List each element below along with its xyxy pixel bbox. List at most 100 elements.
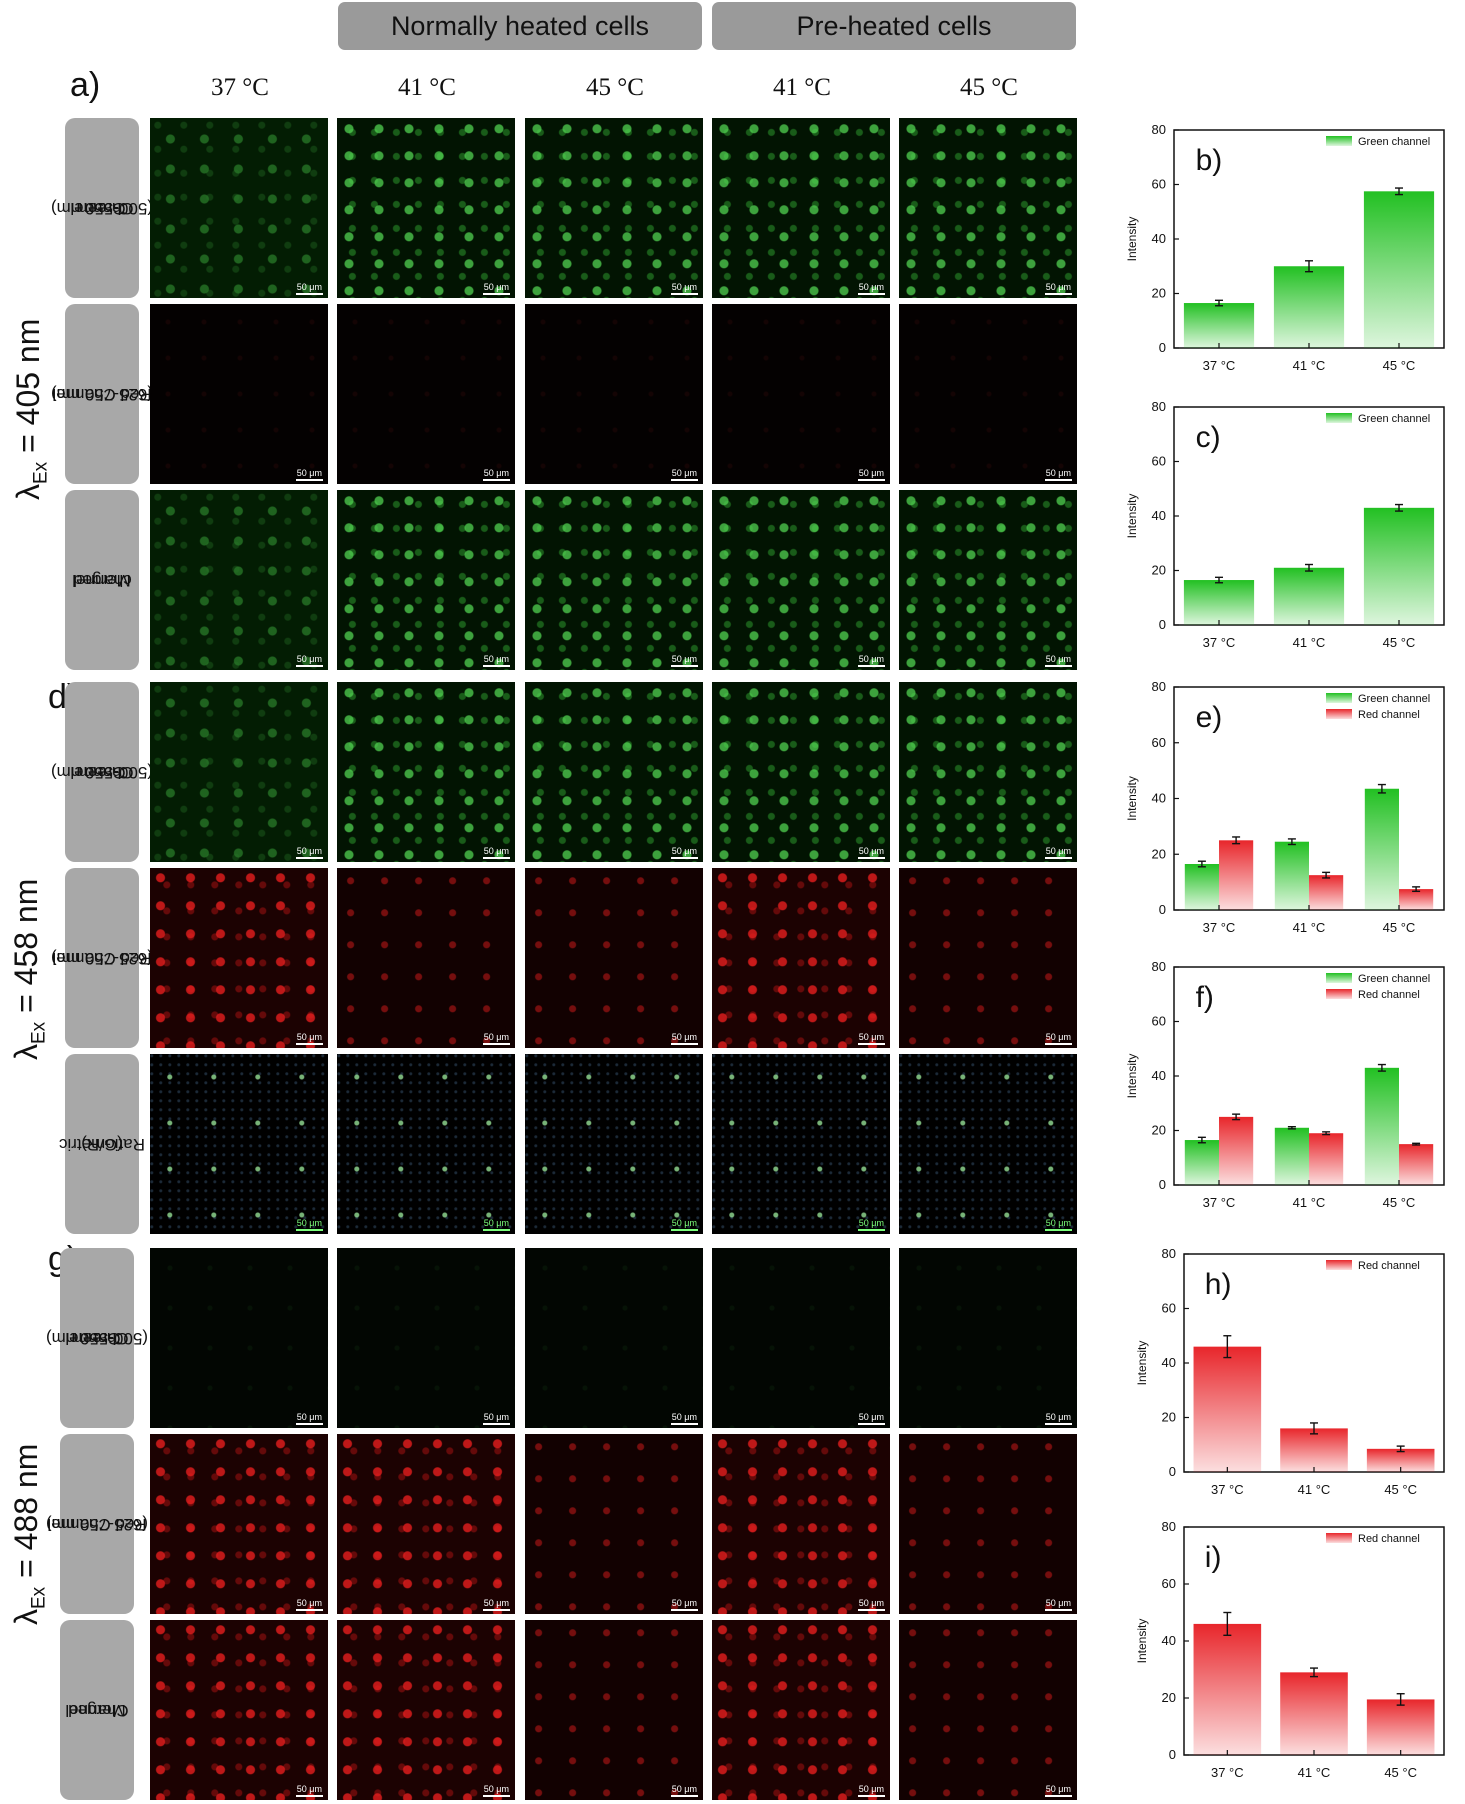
y-tick-label: 0 xyxy=(1159,902,1166,917)
chart-panel-label: c) xyxy=(1196,421,1221,454)
micrograph-r6-c4: 50 μm xyxy=(712,1054,890,1234)
y-tick-label: 60 xyxy=(1162,1576,1176,1591)
column-temp-1: 37 °C xyxy=(211,74,269,101)
x-tick-label: 37 °C xyxy=(1211,1482,1244,1497)
bar-red-2 xyxy=(1309,875,1344,910)
scale-bar: 50 μm xyxy=(1044,655,1072,667)
y-tick-label: 40 xyxy=(1152,508,1166,523)
bar-red-3 xyxy=(1399,889,1434,910)
legend-label-red: Red channel xyxy=(1358,709,1420,721)
scale-bar: 50 μm xyxy=(670,655,698,667)
micrograph-r1-c1: 50 μm xyxy=(150,118,328,298)
chart-h: 0 20 40 60 80 Intensity 37 °C 41 °C 45 °C h) Red c… xyxy=(1135,1246,1445,1497)
x-tick-label: 45 °C xyxy=(1384,1482,1417,1497)
micrograph-r4-c3: 50 μm xyxy=(525,682,703,862)
scale-bar: 50 μm xyxy=(482,1599,510,1611)
scale-bar: 50 μm xyxy=(482,1785,510,1797)
row-label-458-green: Green Channel (500-550 nm) xyxy=(51,682,153,862)
row-label-488-red: Red Channel (625-750 nm) xyxy=(46,1434,148,1614)
y-tick-label: 80 xyxy=(1152,122,1166,137)
scale-bar: 50 μm xyxy=(295,283,323,295)
bar-red-1 xyxy=(1219,1116,1254,1185)
row-label-405-merged: Merged channel xyxy=(65,490,139,670)
x-tick-label: 37 °C xyxy=(1203,920,1236,935)
micrograph-r8-c1: 50 μm xyxy=(150,1434,328,1614)
bar-red-3 xyxy=(1399,1144,1434,1185)
micrograph-r6-c1: 50 μm xyxy=(150,1054,328,1234)
y-tick-label: 0 xyxy=(1169,1747,1176,1762)
micrograph-r8-c2: 50 μm xyxy=(337,1434,515,1614)
scale-bar: 50 μm xyxy=(295,847,323,859)
y-axis-label: Intensity xyxy=(1125,217,1139,262)
x-tick-label: 41 °C xyxy=(1293,635,1326,650)
micrograph-r6-c3: 50 μm xyxy=(525,1054,703,1234)
row-label-458-red: Red Channel (625-750 nm) xyxy=(51,868,153,1048)
y-tick-label: 80 xyxy=(1162,1519,1176,1534)
scale-bar: 50 μm xyxy=(482,283,510,295)
micrograph-r5-c2: 50 μm xyxy=(337,868,515,1048)
row-label-405-green: Green Channel (500-550 nm) xyxy=(51,118,153,298)
excitation-label-458: λEx = 458 nm xyxy=(8,878,50,1060)
legend-label-green: Green channel xyxy=(1358,136,1430,148)
x-tick-label: 37 °C xyxy=(1211,1765,1244,1780)
bar-red-2 xyxy=(1280,1428,1348,1472)
micrograph-r5-c3: 50 μm xyxy=(525,868,703,1048)
chart-panel-label: f) xyxy=(1196,981,1214,1014)
column-temp-5: 45 °C xyxy=(960,74,1018,101)
x-tick-label: 41 °C xyxy=(1298,1765,1331,1780)
bar-red-2 xyxy=(1280,1672,1348,1755)
scale-bar: 50 μm xyxy=(857,1785,885,1797)
scale-bar: 50 μm xyxy=(482,847,510,859)
x-tick-label: 45 °C xyxy=(1383,358,1416,373)
bar-green-1 xyxy=(1184,1140,1219,1185)
y-tick-label: 40 xyxy=(1162,1355,1176,1370)
micrograph-r8-c5: 50 μm xyxy=(899,1434,1077,1614)
y-tick-label: 60 xyxy=(1152,735,1166,750)
scale-bar: 50 μm xyxy=(857,1599,885,1611)
scale-bar: 50 μm xyxy=(857,1219,885,1231)
scale-bar: 50 μm xyxy=(482,1033,510,1045)
x-tick-label: 45 °C xyxy=(1383,1195,1416,1210)
scale-bar: 50 μm xyxy=(295,1599,323,1611)
bar-green-1 xyxy=(1184,864,1219,910)
micrograph-r6-c5: 50 μm xyxy=(899,1054,1077,1234)
y-tick-label: 40 xyxy=(1162,1633,1176,1648)
legend-label-green: Green channel xyxy=(1358,973,1430,985)
scale-bar: 50 μm xyxy=(295,469,323,481)
x-tick-label: 45 °C xyxy=(1383,920,1416,935)
micrograph-r2-c1: 50 μm xyxy=(150,304,328,484)
scale-bar: 50 μm xyxy=(670,1785,698,1797)
y-axis-label: Intensity xyxy=(1135,1619,1149,1664)
y-tick-label: 60 xyxy=(1152,1014,1166,1029)
scale-bar: 50 μm xyxy=(1044,1219,1072,1231)
micrograph-r4-c1: 50 μm xyxy=(150,682,328,862)
bar-red-3 xyxy=(1366,1448,1435,1472)
micrograph-r4-c2: 50 μm xyxy=(337,682,515,862)
y-axis-label: Intensity xyxy=(1125,776,1139,821)
y-tick-label: 80 xyxy=(1162,1246,1176,1261)
bar-red-1 xyxy=(1193,1346,1262,1472)
y-tick-label: 60 xyxy=(1162,1301,1176,1316)
micrograph-r7-c1: 50 μm xyxy=(150,1248,328,1428)
y-tick-label: 80 xyxy=(1152,959,1166,974)
scale-bar: 50 μm xyxy=(1044,1599,1072,1611)
micrograph-r2-c3: 50 μm xyxy=(525,304,703,484)
micrograph-r8-c3: 50 μm xyxy=(525,1434,703,1614)
bar-red-2 xyxy=(1309,1133,1344,1185)
bar-green-1 xyxy=(1183,580,1255,625)
scale-bar: 50 μm xyxy=(295,1033,323,1045)
legend-swatch-green xyxy=(1326,136,1352,146)
micrograph-r7-c5: 50 μm xyxy=(899,1248,1077,1428)
scale-bar: 50 μm xyxy=(670,1599,698,1611)
scale-bar: 50 μm xyxy=(670,1033,698,1045)
legend-label-green: Green channel xyxy=(1358,413,1430,425)
excitation-label-488: λEx = 488 nm xyxy=(8,1443,50,1625)
y-tick-label: 20 xyxy=(1162,1410,1176,1425)
scale-bar: 50 μm xyxy=(857,283,885,295)
bar-green-2 xyxy=(1273,567,1345,625)
y-tick-label: 0 xyxy=(1169,1464,1176,1479)
chart-panel-label: e) xyxy=(1196,701,1223,734)
column-temp-3: 45 °C xyxy=(586,74,644,101)
header-pre-heated: Pre-heated cells xyxy=(712,2,1076,50)
micrograph-r3-c1: 50 μm xyxy=(150,490,328,670)
